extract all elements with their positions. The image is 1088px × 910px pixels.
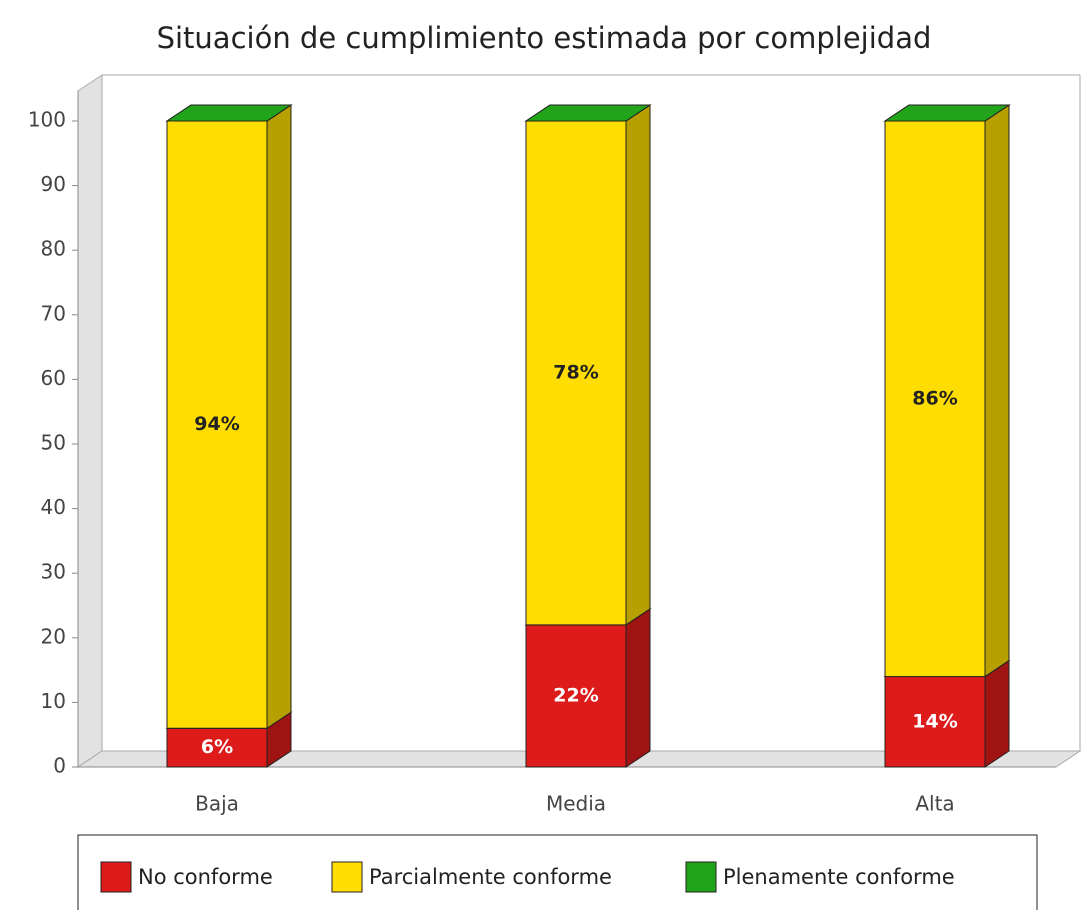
legend-swatch — [685, 861, 717, 893]
y-tick-label: 20 — [41, 624, 66, 648]
bar-segment — [525, 120, 627, 626]
y-tick-label: 10 — [41, 689, 66, 713]
y-tick-label: 0 — [53, 754, 66, 778]
value-label: 94% — [194, 413, 239, 435]
bar-segment — [525, 624, 627, 768]
bar-segment — [884, 676, 986, 768]
y-tick-label: 100 — [28, 108, 66, 132]
value-label: 6% — [201, 736, 233, 758]
bar-side — [984, 659, 1010, 768]
y-tick-label: 50 — [41, 431, 66, 455]
x-tick-label: Alta — [915, 792, 954, 816]
y-tick-label: 90 — [41, 172, 66, 196]
x-tick-label: Baja — [195, 792, 239, 816]
bar-top — [883, 104, 1011, 122]
bar-segment — [166, 120, 268, 729]
y-tick-label: 40 — [41, 495, 66, 519]
bar-side — [984, 104, 1010, 678]
bar-side — [625, 104, 651, 626]
legend-label: Plenamente conforme — [723, 865, 955, 889]
chart-title: Situación de cumplimiento estimada por c… — [157, 21, 932, 55]
side-wall — [77, 74, 103, 768]
value-label: 78% — [553, 361, 598, 383]
legend-label: No conforme — [138, 865, 273, 889]
legend-swatch — [331, 861, 363, 893]
value-label: 86% — [912, 387, 957, 409]
x-tick-label: Media — [546, 792, 606, 816]
bar-side — [625, 607, 651, 768]
legend — [77, 834, 1038, 910]
y-tick-label: 80 — [41, 237, 66, 261]
y-tick-label: 70 — [41, 301, 66, 325]
value-label: 14% — [912, 710, 957, 732]
bar-side — [266, 104, 292, 730]
bar-segment — [166, 727, 268, 768]
y-tick-label: 60 — [41, 366, 66, 390]
bar-top — [524, 104, 652, 122]
legend-label: Parcialmente conforme — [369, 865, 612, 889]
legend-swatch — [100, 861, 132, 893]
y-tick-label: 30 — [41, 560, 66, 584]
value-label: 22% — [553, 684, 598, 706]
bar-top — [165, 104, 293, 122]
